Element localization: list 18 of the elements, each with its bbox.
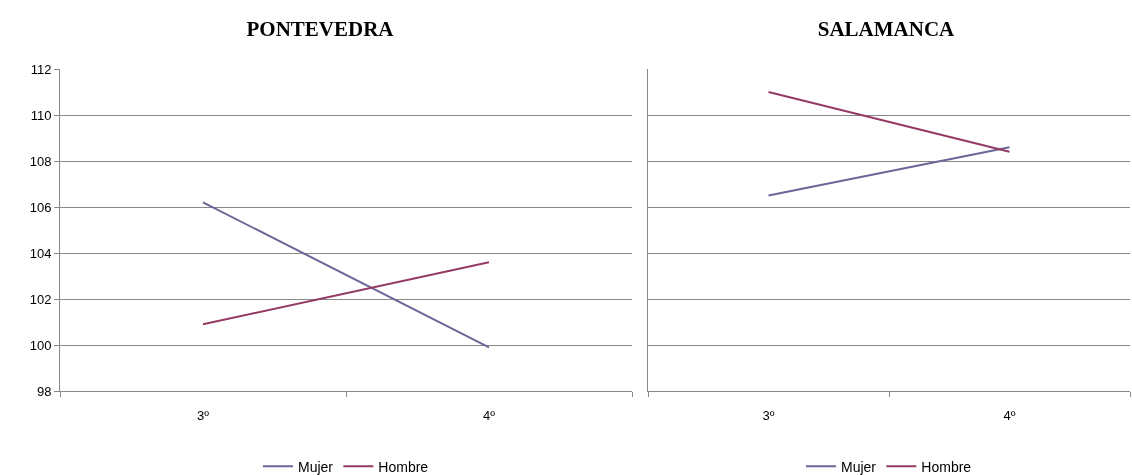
y-tick-label: 108 [29,153,52,169]
x-tick-label: 4º [1003,407,1016,423]
y-tick-label: 106 [29,199,52,215]
y-tick-label: 112 [30,61,52,77]
x-tick-label: 3º [197,407,210,423]
y-tick-label: 100 [29,337,52,353]
x-tick-label: 4º [483,407,496,423]
y-tick-label: 110 [30,107,52,123]
chart-title: SALAMANCA [817,16,956,41]
chart-title: PONTEVEDRA [246,16,395,41]
y-tick-label: 98 [36,383,52,399]
y-tick-label: 104 [29,245,52,261]
legend-label: Hombre [378,458,429,475]
legend-label: Hombre [921,458,972,475]
legend-label: Mujer [841,458,877,475]
x-tick-label: 3º [762,407,775,423]
y-tick-label: 102 [29,291,52,307]
legend-label: Mujer [298,458,334,475]
